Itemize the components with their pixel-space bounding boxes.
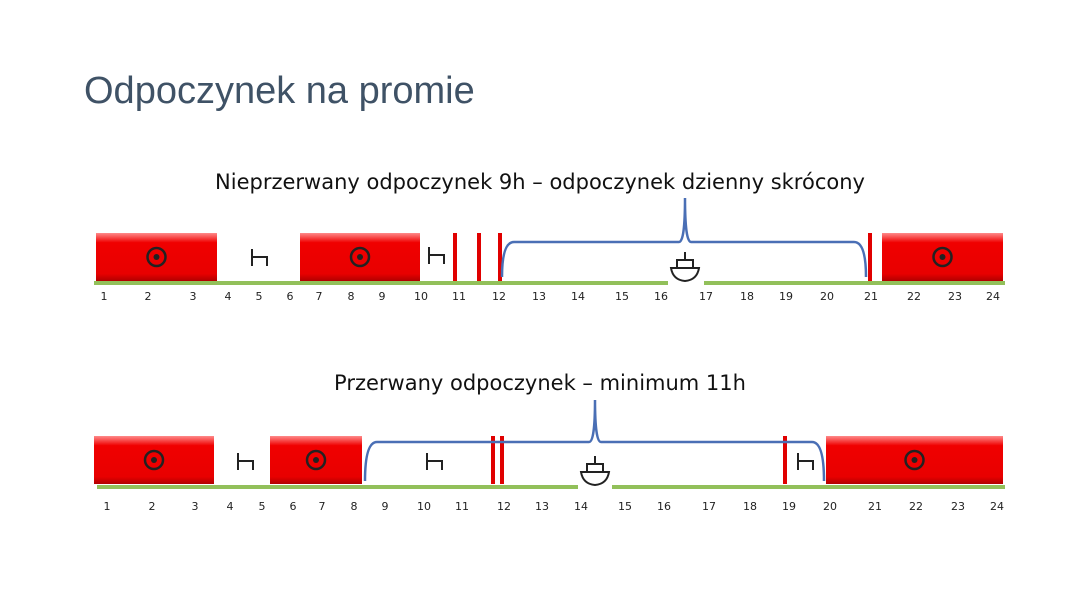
- tachograph-icon-dot: [939, 254, 946, 260]
- hour-label: 9: [382, 500, 389, 513]
- tachograph-icon-dot: [313, 457, 319, 463]
- rest-icon: [237, 453, 254, 470]
- hour-label: 24: [986, 290, 1000, 303]
- hour-label: 19: [779, 290, 793, 303]
- work-bar: [868, 233, 872, 281]
- hour-label: 17: [702, 500, 716, 513]
- work-bar: [491, 436, 495, 484]
- work-bar: [500, 436, 504, 484]
- hour-label: 6: [287, 290, 294, 303]
- tachograph-icon: [904, 449, 925, 471]
- tachograph-icon: [305, 449, 327, 471]
- hour-label: 7: [316, 290, 323, 303]
- hour-label: 23: [951, 500, 965, 513]
- tachograph-icon: [932, 246, 953, 268]
- tachograph-icon-dot: [153, 254, 160, 260]
- hour-label: 7: [319, 500, 326, 513]
- slide-title: Odpoczynek na promie: [84, 70, 475, 112]
- hour-label: 4: [225, 290, 232, 303]
- tachograph-icon: [143, 449, 165, 471]
- hour-label: 21: [868, 500, 882, 513]
- hour-label: 3: [192, 500, 199, 513]
- hour-label: 1: [101, 290, 108, 303]
- hour-label: 13: [535, 500, 549, 513]
- rest-icon: [797, 453, 814, 470]
- hour-label: 11: [452, 290, 466, 303]
- tachograph-icon: [146, 246, 167, 268]
- hour-label: 4: [227, 500, 234, 513]
- tachograph-icon-dot: [357, 254, 363, 260]
- hour-label: 3: [190, 290, 197, 303]
- hour-label: 6: [290, 500, 297, 513]
- hour-label: 5: [259, 500, 266, 513]
- hour-label: 17: [699, 290, 713, 303]
- hour-label: 22: [909, 500, 923, 513]
- hour-label: 24: [990, 500, 1004, 513]
- timeline-subtitle: Przerwany odpoczynek – minimum 11h: [334, 371, 746, 395]
- timelines: 1 2 3 4 5 6 7 8 9 10 11 12 13 14 15 16 17 18 19 20 21 22 23 241…: [94, 197, 1005, 513]
- hour-label: 15: [618, 500, 632, 513]
- hour-label: 5: [256, 290, 263, 303]
- hour-label: 12: [492, 290, 506, 303]
- rest-icon: [426, 453, 443, 470]
- tachograph-icon: [349, 246, 371, 268]
- rest-icon: [428, 247, 445, 264]
- hour-label: 2: [149, 500, 156, 513]
- hour-label: 20: [820, 290, 834, 303]
- hour-label: 8: [351, 500, 358, 513]
- hour-label: 2: [145, 290, 152, 303]
- ferry-gap: [578, 484, 612, 490]
- rest-brace: [363, 399, 826, 482]
- work-bar: [783, 436, 787, 484]
- hour-label: 16: [654, 290, 668, 303]
- hour-label: 21: [864, 290, 878, 303]
- hour-label: 19: [782, 500, 796, 513]
- hour-label: 20: [823, 500, 837, 513]
- hour-label: 12: [497, 500, 511, 513]
- hour-label: 10: [417, 500, 431, 513]
- hour-label: 9: [379, 290, 386, 303]
- hour-label: 10: [414, 290, 428, 303]
- hour-label: 18: [743, 500, 757, 513]
- work-bar: [453, 233, 457, 281]
- timeline-subtitle: Nieprzerwany odpoczynek 9h – odpoczynek …: [215, 170, 865, 194]
- hour-label: 15: [615, 290, 629, 303]
- hour-label: 18: [740, 290, 754, 303]
- work-bar: [477, 233, 481, 281]
- tachograph-icon-dot: [151, 457, 157, 463]
- hour-label: 11: [455, 500, 469, 513]
- rest-brace: [500, 197, 868, 278]
- rest-icon: [251, 249, 268, 266]
- hour-label: 13: [532, 290, 546, 303]
- hour-label: 14: [574, 500, 588, 513]
- work-bar: [498, 233, 502, 281]
- ferry-icon: [579, 456, 611, 487]
- ferry-icon: [669, 252, 701, 283]
- ferry-gap: [668, 280, 704, 286]
- hour-label: 23: [948, 290, 962, 303]
- hour-label: 16: [657, 500, 671, 513]
- hour-label: 1: [104, 500, 111, 513]
- hour-label: 22: [907, 290, 921, 303]
- hour-label: 14: [571, 290, 585, 303]
- tachograph-icon-dot: [911, 457, 918, 463]
- hour-label: 8: [348, 290, 355, 303]
